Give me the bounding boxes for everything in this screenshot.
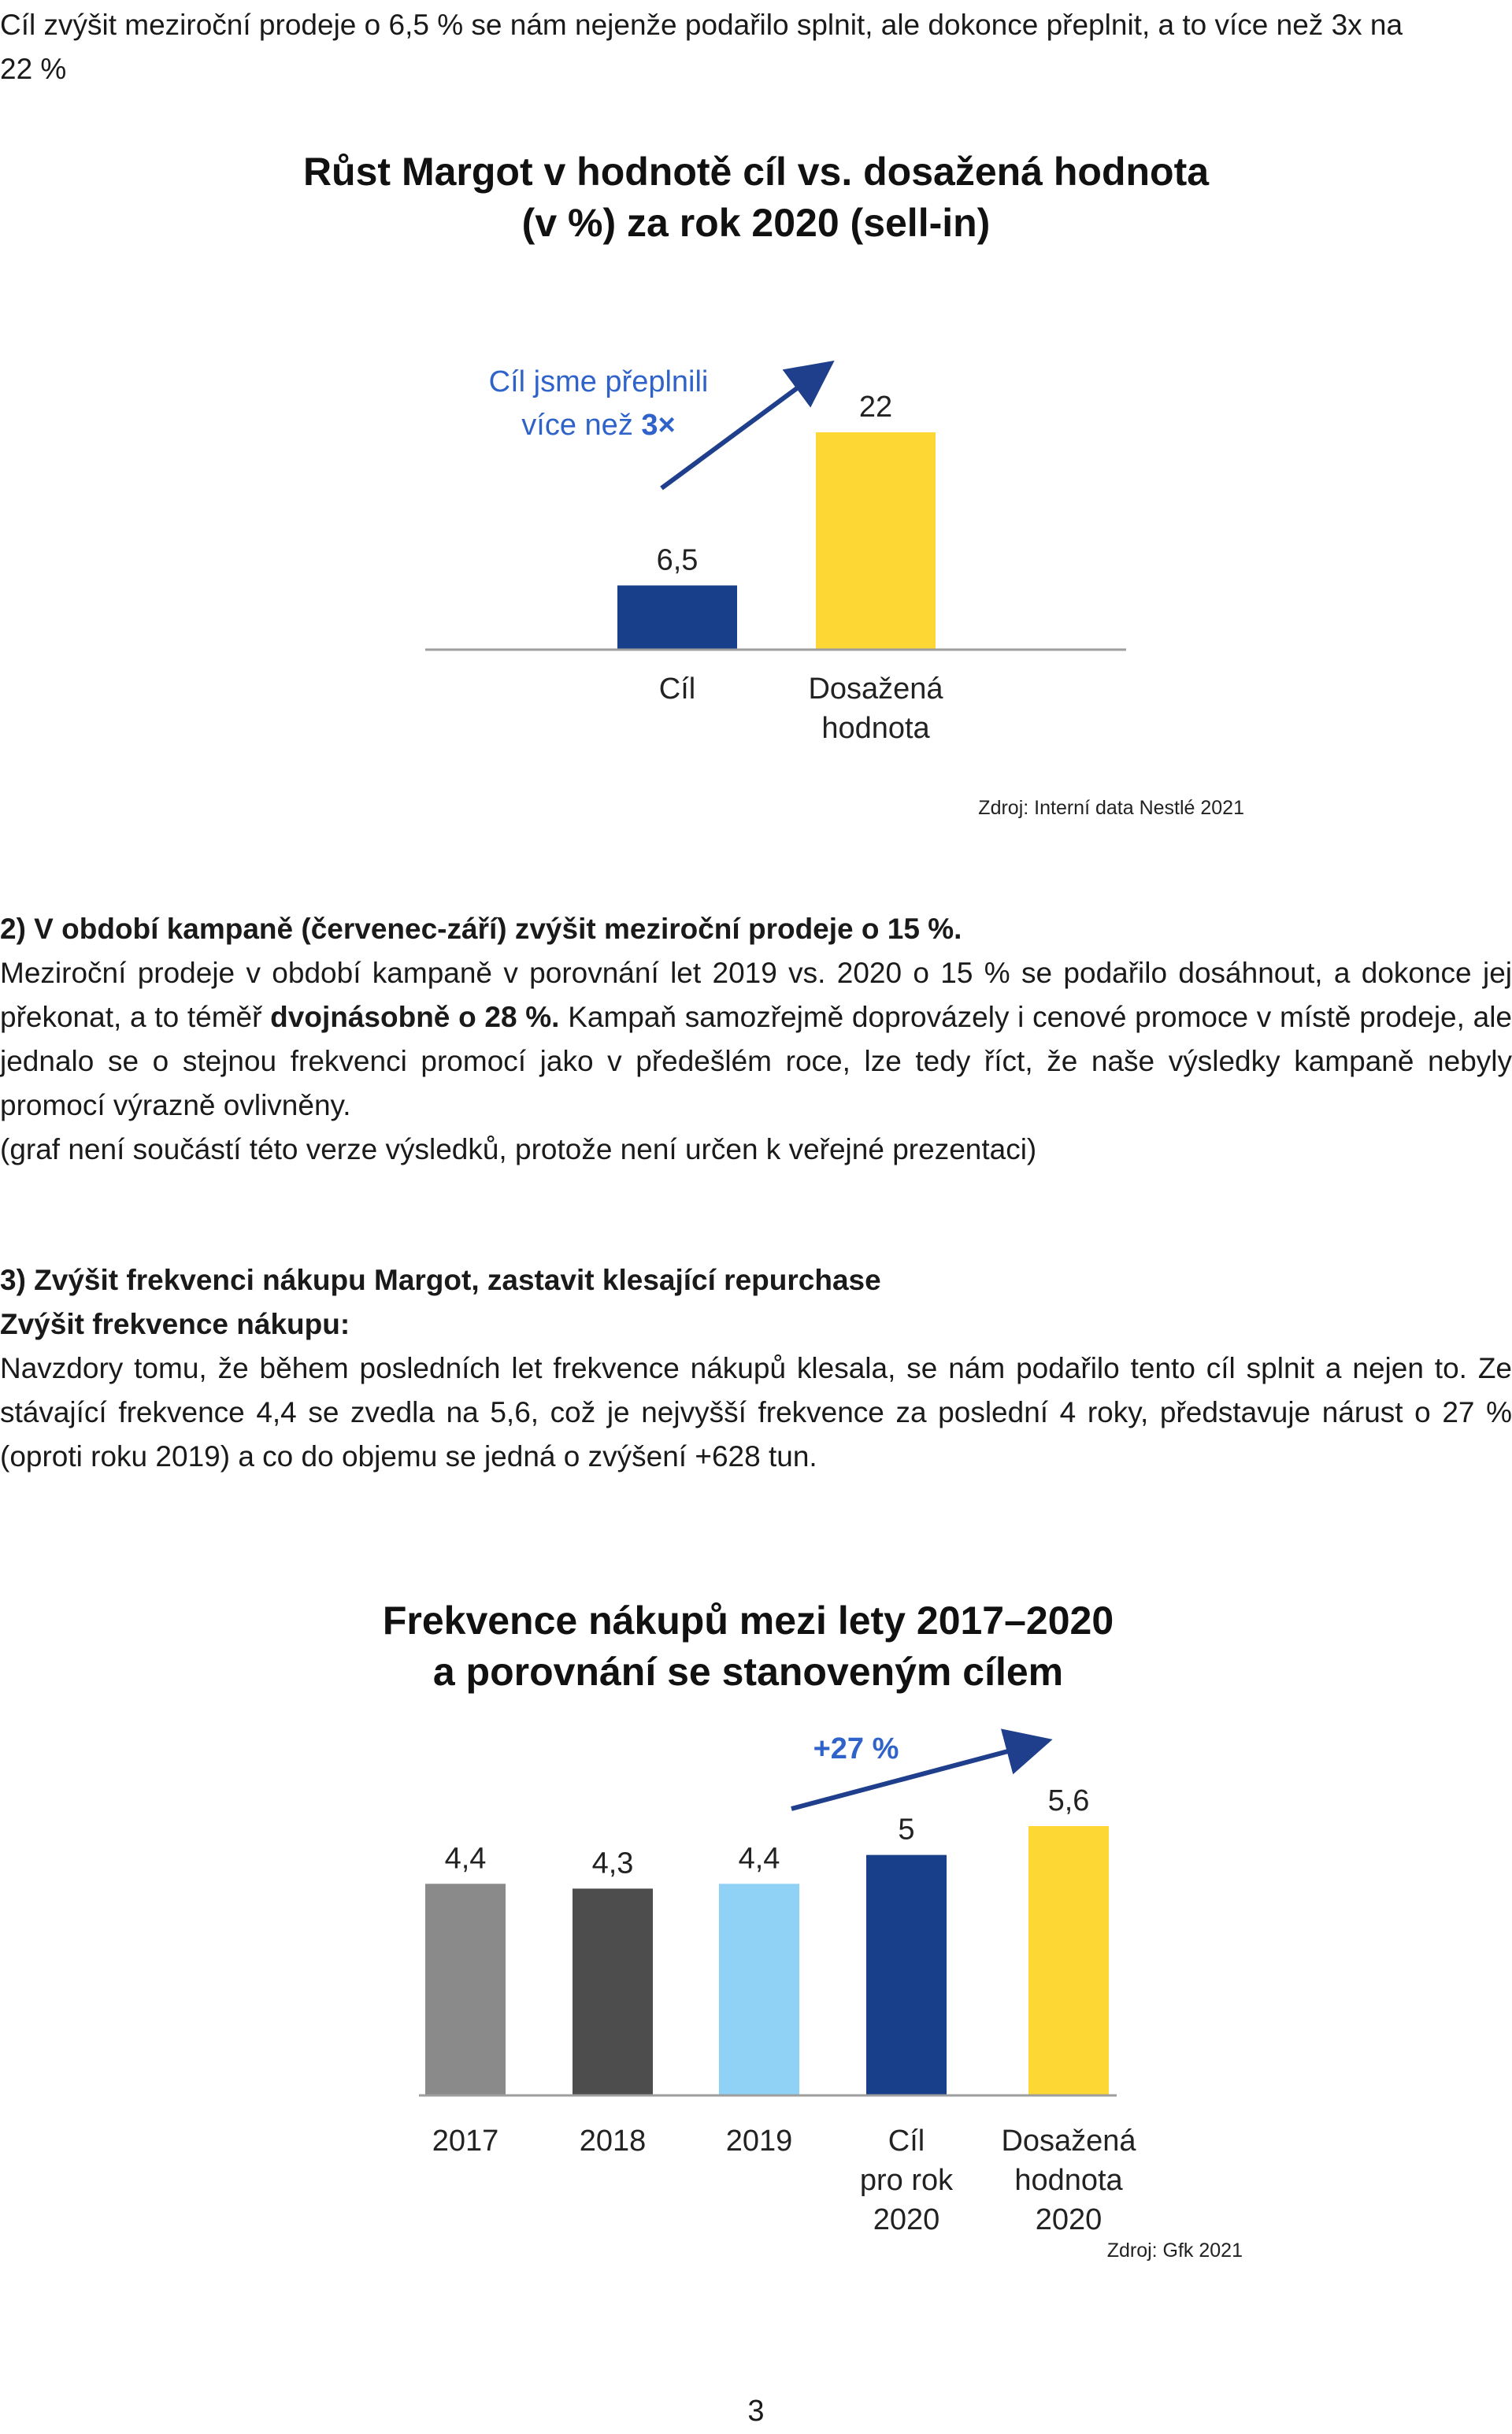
category-label: 2020 bbox=[873, 2203, 940, 2236]
chart1-title-line-1: Růst Margot v hodnotě cíl vs. dosažená h… bbox=[303, 150, 1210, 194]
chart1-annotation-line-1: Cíl jsme přeplnili bbox=[489, 365, 709, 398]
bar-value-label: 5,6 bbox=[1048, 1784, 1090, 1817]
chart1-annotation-bold: 3× bbox=[641, 409, 675, 442]
category-label: 2020 bbox=[1036, 2203, 1102, 2236]
bar-4 bbox=[866, 1854, 947, 2095]
intro-line-1: Cíl zvýšit meziroční prodeje o 6,5 % se … bbox=[0, 9, 1403, 41]
chart1-title-line-2: (v %) za rok 2020 (sell-in) bbox=[522, 201, 991, 245]
chart1-source: Zdroj: Interní data Nestlé 2021 bbox=[978, 797, 1244, 819]
section2-note: (graf není součástí této verze výsledků,… bbox=[0, 1133, 1037, 1165]
chart-purchase-frequency: Frekvence nákupů mezi lety 2017–2020 a p… bbox=[383, 1599, 1243, 2262]
bar-value-label: 4,4 bbox=[739, 1842, 780, 1875]
section2-paragraph: Meziroční prodeje v období kampaně v por… bbox=[0, 951, 1512, 1128]
bar-value-label: 4,3 bbox=[592, 1847, 634, 1880]
chart1-annotation-line-2: více než 3× bbox=[521, 409, 675, 442]
category-label: Cíl bbox=[659, 672, 695, 706]
section2-para-part-2: Kampaň samozřejmě doprovázely i cenové p… bbox=[0, 1001, 1512, 1121]
bar-1 bbox=[617, 585, 737, 650]
chart2-arrow bbox=[791, 1728, 1053, 1811]
chart2-bars: 4,4 2017 4,3 2018 4,4 2019 5 Cíl pro rok 2020 5,6 D… bbox=[425, 1784, 1136, 2236]
bar-value-label: 6,5 bbox=[657, 543, 699, 576]
chart1-bars: 6,5 Cíl 22 Dosažená hodnota bbox=[617, 391, 943, 745]
section3-subheading: Zvýšit frekvence nákupu: bbox=[0, 1308, 350, 1340]
intro-line-2: 22 % bbox=[0, 53, 67, 85]
chart2-title-line-1: Frekvence nákupů mezi lety 2017–2020 bbox=[383, 1599, 1114, 1643]
section2-heading: 2) V období kampaně (červenec-září) zvýš… bbox=[0, 913, 962, 945]
category-label: Dosažená bbox=[1001, 2125, 1136, 2158]
category-label: Cíl bbox=[888, 2125, 925, 2158]
chart2-source: Zdroj: Gfk 2021 bbox=[1107, 2240, 1243, 2262]
category-label: 2017 bbox=[432, 2125, 499, 2158]
section2-para-bold: dvojnásobně o 28 %. bbox=[270, 1001, 560, 1033]
bar-value-label: 22 bbox=[859, 391, 892, 424]
intro-paragraph: Cíl zvýšit meziroční prodeje o 6,5 % se … bbox=[0, 3, 1512, 91]
category-label: pro rok bbox=[860, 2164, 954, 2197]
category-label: hodnota bbox=[821, 712, 930, 745]
bar-value-label: 4,4 bbox=[445, 1842, 487, 1875]
section3-paragraph: Navzdory tomu, že během posledních let f… bbox=[0, 1352, 1512, 1473]
category-label: Dosažená bbox=[808, 672, 943, 706]
category-label: hodnota bbox=[1014, 2164, 1123, 2197]
bar-2 bbox=[816, 432, 936, 650]
chart1-annotation-prefix: více než bbox=[521, 409, 641, 442]
section2-para-part-1: Meziroční prodeje v období kampaně v por… bbox=[0, 957, 1512, 1033]
page-number: 3 bbox=[747, 2395, 765, 2428]
chart2-title-line-2: a porovnání se stanoveným cílem bbox=[433, 1650, 1063, 1694]
category-label: 2018 bbox=[580, 2125, 647, 2158]
bar-5 bbox=[1028, 1826, 1109, 2095]
bar-1 bbox=[425, 1884, 506, 2095]
chart1-arrow bbox=[660, 360, 835, 491]
bar-3 bbox=[719, 1884, 799, 2095]
chart2-annotation: +27 % bbox=[813, 1732, 899, 1765]
chart-margot-growth: Růst Margot v hodnotě cíl vs. dosažená h… bbox=[303, 150, 1244, 819]
bar-2 bbox=[573, 1888, 653, 2095]
section3-heading: 3) Zvýšit frekvenci nákupu Margot, zasta… bbox=[0, 1264, 881, 1296]
category-label: 2019 bbox=[726, 2125, 793, 2158]
bar-value-label: 5 bbox=[898, 1813, 914, 1847]
